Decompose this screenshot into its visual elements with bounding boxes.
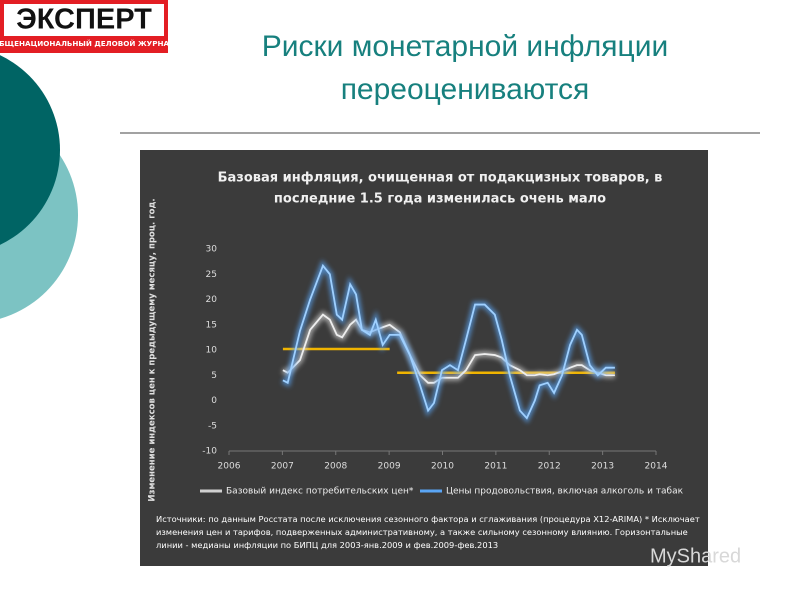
decor-circle	[0, 55, 60, 245]
y-tick-label: 15	[206, 320, 217, 330]
plot: -10 -5 0 5 10 15 20 25 30 2006 2007 2008 2009 2010 201…	[200, 245, 684, 497]
logo-tagline: ОБЩЕНАЦИОНАЛЬНЫЙ ДЕЛОВОЙ ЖУРНАЛ	[0, 39, 175, 48]
x-tick-label: 2009	[378, 462, 401, 472]
series-line	[282, 263, 615, 420]
x-tick-label: 2007	[271, 462, 294, 472]
chart-title: последние 1.5 года изменилась очень мало	[274, 192, 606, 207]
y-tick-label: 25	[206, 270, 217, 280]
watermark: MyShared	[650, 545, 741, 567]
y-tick-label: 0	[211, 396, 217, 406]
x-tick-label: 2006	[218, 462, 241, 472]
legend-label: Базовый индекс потребительских цен*	[226, 487, 414, 497]
y-tick-label: 30	[206, 245, 218, 255]
slide-title: переоцениваются	[341, 73, 590, 106]
logo-box	[4, 4, 164, 36]
x-tick-label: 2011	[484, 462, 507, 472]
legend-label: Цены продовольствия, включая алкоголь и …	[446, 487, 684, 497]
y-tick-label: -5	[208, 421, 217, 431]
y-tick-label: 5	[211, 371, 217, 381]
chart-title: Базовая инфляция, очищенная от подакцизн…	[218, 171, 663, 186]
logo-name: ЭКСПЕРТ	[16, 4, 152, 36]
x-tick-label: 2013	[591, 462, 614, 472]
x-tick-label: 2014	[645, 462, 668, 472]
y-tick-label: 10	[206, 346, 218, 356]
y-axis-label: Изменение индексов цен к предыдущему мес…	[148, 198, 158, 501]
y-tick-label: -10	[202, 447, 217, 457]
x-tick-label: 2008	[324, 462, 347, 472]
x-tick-label: 2012	[538, 462, 561, 472]
x-tick-label: 2010	[431, 462, 454, 472]
chart-background	[140, 150, 708, 566]
source-note: Источники: по данным Росстата после искл…	[156, 514, 700, 550]
slide-title: Риски монетарной инфляции	[262, 30, 668, 63]
y-tick-label: 20	[206, 295, 218, 305]
